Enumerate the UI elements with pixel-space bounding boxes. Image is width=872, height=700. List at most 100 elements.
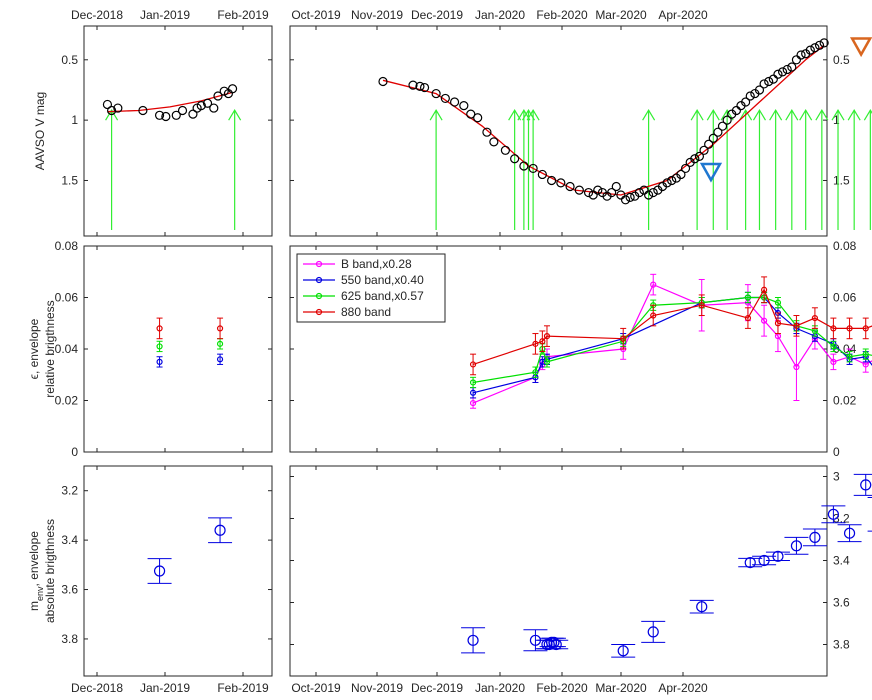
menv-point (809, 531, 821, 544)
green-arrow-head (863, 108, 872, 121)
vmag-point (708, 133, 718, 143)
y-tick-label-left: 0.06 (55, 291, 79, 305)
y-tick-label-left: 0.5 (61, 53, 78, 67)
panel-frame-right (289, 465, 828, 677)
x-tick-label-top: Jan-2019 (140, 8, 190, 22)
vmag-point (510, 154, 520, 164)
green-arrow-head (847, 108, 861, 121)
y-tick-label-right: 1 (833, 113, 840, 127)
vmag-point (519, 161, 529, 171)
vmag-point (717, 121, 728, 131)
y-tick-label-left: 0 (71, 445, 78, 459)
green-arrow-head (769, 108, 783, 121)
vmag-point (419, 82, 430, 93)
menv-point (696, 601, 708, 613)
green-arrow-head (508, 108, 522, 121)
vmag-point (449, 97, 460, 107)
eps-point (156, 343, 163, 350)
x-tick-label-top: Oct-2019 (291, 8, 341, 22)
vmag-point (805, 45, 815, 55)
x-tick-label-bottom: Feb-2020 (536, 681, 588, 695)
green-arrow-head (526, 108, 540, 121)
x-tick-label-bottom: Apr-2020 (658, 681, 708, 695)
y-tick-label-right: 0.06 (833, 291, 857, 305)
vmag-point (102, 99, 113, 110)
vmag-point (408, 80, 418, 90)
vmag-point (819, 38, 829, 48)
vmag-point (113, 103, 123, 113)
vmag-point (782, 64, 792, 75)
menv-point (744, 556, 756, 569)
menv-point (548, 636, 560, 649)
vmag-point (154, 110, 165, 120)
vmag-point (161, 111, 171, 122)
eps-point (830, 343, 837, 350)
vmag-point (722, 115, 732, 125)
y-label-sub: env (35, 586, 45, 601)
y-tick-label-right: 0.02 (833, 394, 857, 408)
vmag-point (537, 169, 547, 180)
menv-point (467, 634, 479, 646)
vmag-point (648, 187, 658, 198)
legend-marker (315, 260, 323, 268)
eps-point (744, 315, 752, 322)
vmag-point (415, 81, 425, 91)
vmag-point (482, 127, 492, 137)
menv-point (827, 508, 839, 520)
legend-label: 550 band,x0.40 (341, 273, 424, 287)
vmag-point (764, 76, 774, 87)
vmag-point (213, 91, 223, 101)
vmag-point (713, 127, 723, 137)
vmag-point (745, 91, 755, 101)
y-tick-label-left: 1.5 (61, 173, 78, 187)
vmag-point (565, 181, 575, 192)
green-arrow-head (739, 108, 753, 121)
green-arrow-head (720, 108, 734, 121)
y-tick-label-right: 0.04 (833, 342, 857, 356)
eps-point (760, 317, 768, 324)
vmag-point (611, 181, 621, 192)
legend-marker (315, 276, 323, 284)
vmag-point (177, 105, 188, 116)
y-tick-label-right: 3.8 (833, 638, 850, 652)
vmag-point (473, 113, 483, 123)
y-tick-label-left: 3.2 (61, 484, 78, 498)
green-arrow-head (706, 108, 720, 121)
eps-point (469, 389, 477, 396)
vmag-point (704, 139, 714, 149)
y-tick-label-left: 1 (71, 113, 78, 127)
vmag-point (583, 187, 594, 198)
vmag-point (639, 185, 649, 195)
eps-point (156, 358, 163, 365)
green-arrow-head (752, 108, 766, 121)
vmag-point (574, 185, 584, 195)
triangle-marker (849, 37, 872, 58)
vmag-point (680, 163, 691, 174)
x-tick-label-top: Mar-2020 (595, 8, 647, 22)
vmag-point (607, 187, 617, 198)
vmag-point (593, 185, 603, 195)
x-tick-label-bottom: Jan-2020 (475, 681, 525, 695)
vmag-point (699, 145, 709, 155)
vmag-point (741, 97, 751, 107)
vmag-point (810, 43, 820, 53)
vmag-point (731, 105, 741, 116)
menv-point (843, 527, 856, 539)
eps-point (811, 315, 819, 322)
eps-point (830, 358, 837, 365)
eps-series-line (472, 296, 872, 384)
green-arrow-head (228, 108, 242, 121)
y-tick-label-left: 3.8 (61, 632, 78, 646)
vmag-point (202, 98, 213, 108)
menv-point (214, 524, 226, 536)
y-tick-label-left: 3.6 (61, 583, 78, 597)
triangle-marker (699, 162, 723, 183)
eps-point (469, 399, 477, 407)
vmag-point (188, 109, 198, 119)
eps-series-line (472, 288, 872, 366)
legend-label: 625 band,x0.57 (341, 289, 424, 303)
vmag-point (489, 137, 499, 147)
y-tick-label-right: 0 (833, 445, 840, 459)
vmag-point (759, 79, 769, 89)
